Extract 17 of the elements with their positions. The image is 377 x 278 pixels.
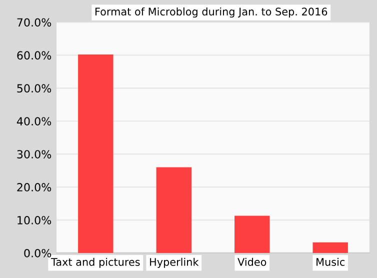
- x-tick-label: Taxt and pictures: [50, 258, 140, 268]
- bar: [78, 54, 114, 253]
- x-tick-label: Music: [316, 258, 345, 266]
- y-tick-label: 40.0%: [16, 117, 52, 126]
- bar: [312, 242, 348, 253]
- y-tick-label: 30.0%: [17, 150, 52, 158]
- bar: [156, 167, 192, 253]
- x-tick-label: Hyperlink: [150, 258, 199, 268]
- y-tick-label: 70.0%: [17, 18, 52, 27]
- bar: [234, 216, 270, 253]
- x-tick-label: Video: [238, 258, 266, 266]
- y-tick-label: 10.0%: [18, 216, 52, 224]
- y-tick-label: 20.0%: [17, 183, 52, 192]
- chart-title: Format of Microblog during Jan. to Sep. 2016: [95, 7, 328, 18]
- y-tick-label: 60.0%: [17, 51, 52, 60]
- y-tick-label: 50.0%: [17, 84, 52, 93]
- y-tick-label: 0.0%: [24, 248, 52, 258]
